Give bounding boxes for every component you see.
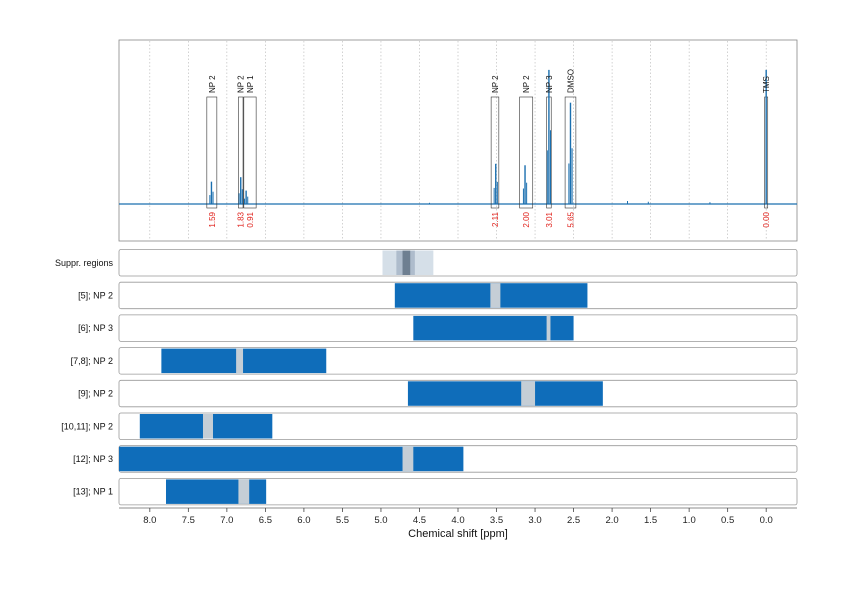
range-gap	[236, 348, 244, 374]
range-gap	[490, 283, 501, 308]
peak-label: TMS	[762, 76, 771, 93]
peak-label: NP 2	[208, 75, 217, 93]
row-label: [13]; NP 1	[73, 487, 113, 497]
range-bar	[161, 348, 327, 374]
x-tick-label: 4.5	[413, 515, 426, 526]
x-tick-label: 7.0	[220, 515, 233, 526]
integral-value: 5.65	[566, 211, 575, 227]
x-tick-label: 3.0	[528, 515, 541, 526]
suppr-inner	[402, 250, 411, 275]
integral-value: 2.11	[491, 211, 500, 227]
integral-value: 1.83	[237, 211, 246, 227]
x-axis: 8.0 7.5 7.0 6.5 6.0 5.5 5.0 4.5 4.0 3.5 3.0 2.5 2.0 1…	[119, 507, 797, 526]
peak-label: NP 2	[237, 75, 246, 93]
range-bar	[165, 479, 267, 504]
range-gap	[238, 479, 250, 504]
spectrum-panel	[118, 39, 798, 242]
range-gap	[521, 381, 536, 406]
peak-label: DMSO	[566, 69, 575, 93]
row-label: [9]; NP 2	[78, 389, 113, 399]
x-tick-label: 2.0	[605, 515, 618, 526]
peak-label: NP 3	[545, 75, 554, 93]
range-rows: Suppr. regions [5]; NP 2 [6]; NP 3 [7,8]; N…	[55, 249, 798, 506]
row-label: [10,11]; NP 2	[61, 421, 113, 431]
x-tick-label: 1.0	[683, 515, 696, 526]
row-panel	[118, 249, 798, 277]
x-tick-label: 4.0	[451, 515, 464, 526]
peak-box	[564, 96, 577, 209]
row-label: [12]; NP 3	[73, 454, 113, 464]
row-panel	[118, 412, 798, 440]
peak-label: NP 1	[246, 75, 255, 93]
range-gap	[402, 446, 414, 472]
peak-box	[206, 96, 218, 209]
row-label: [5]; NP 2	[78, 290, 113, 300]
integral-value: 3.01	[545, 211, 554, 227]
peak-label: NP 2	[522, 75, 531, 93]
peak-box	[490, 96, 500, 209]
row-panel	[118, 477, 798, 506]
x-axis-title: Chemical shift [ppm]	[408, 528, 508, 540]
x-tick-label: 3.5	[490, 515, 503, 526]
x-tick-label: 5.0	[374, 515, 387, 526]
range-bar	[407, 381, 603, 406]
x-tick-label: 7.5	[182, 515, 195, 526]
x-tick-label: 6.5	[259, 515, 272, 526]
row-label: [6]; NP 3	[78, 323, 113, 333]
x-tick-label: 8.0	[143, 515, 156, 526]
row-label: Suppr. regions	[55, 258, 114, 268]
x-tick-label: 5.5	[336, 515, 349, 526]
peak-box	[243, 96, 257, 209]
range-gap	[546, 315, 551, 341]
range-gap	[202, 414, 213, 439]
integral-value: 2.00	[522, 211, 531, 227]
integral-value: 0.91	[246, 211, 255, 227]
x-tick-label: 0.0	[760, 515, 773, 526]
peak-label: NP 2	[491, 75, 500, 93]
x-tick-label: 0.5	[721, 515, 734, 526]
row-label: [7,8]; NP 2	[71, 356, 113, 366]
x-tick-label: 6.0	[297, 515, 310, 526]
integral-value: 0.00	[762, 211, 771, 227]
peak-box	[519, 96, 534, 209]
spectrum-panel-content: NP 2 1.59 NP 2 1.83 NP 1 0.91 NP 2 2.11 NP 2 2.00…	[119, 69, 797, 228]
x-tick-label: 2.5	[567, 515, 580, 526]
grid-lines	[149, 41, 767, 240]
x-tick-label: 1.5	[644, 515, 657, 526]
peak-box	[238, 96, 244, 209]
integral-value: 1.59	[208, 211, 217, 227]
